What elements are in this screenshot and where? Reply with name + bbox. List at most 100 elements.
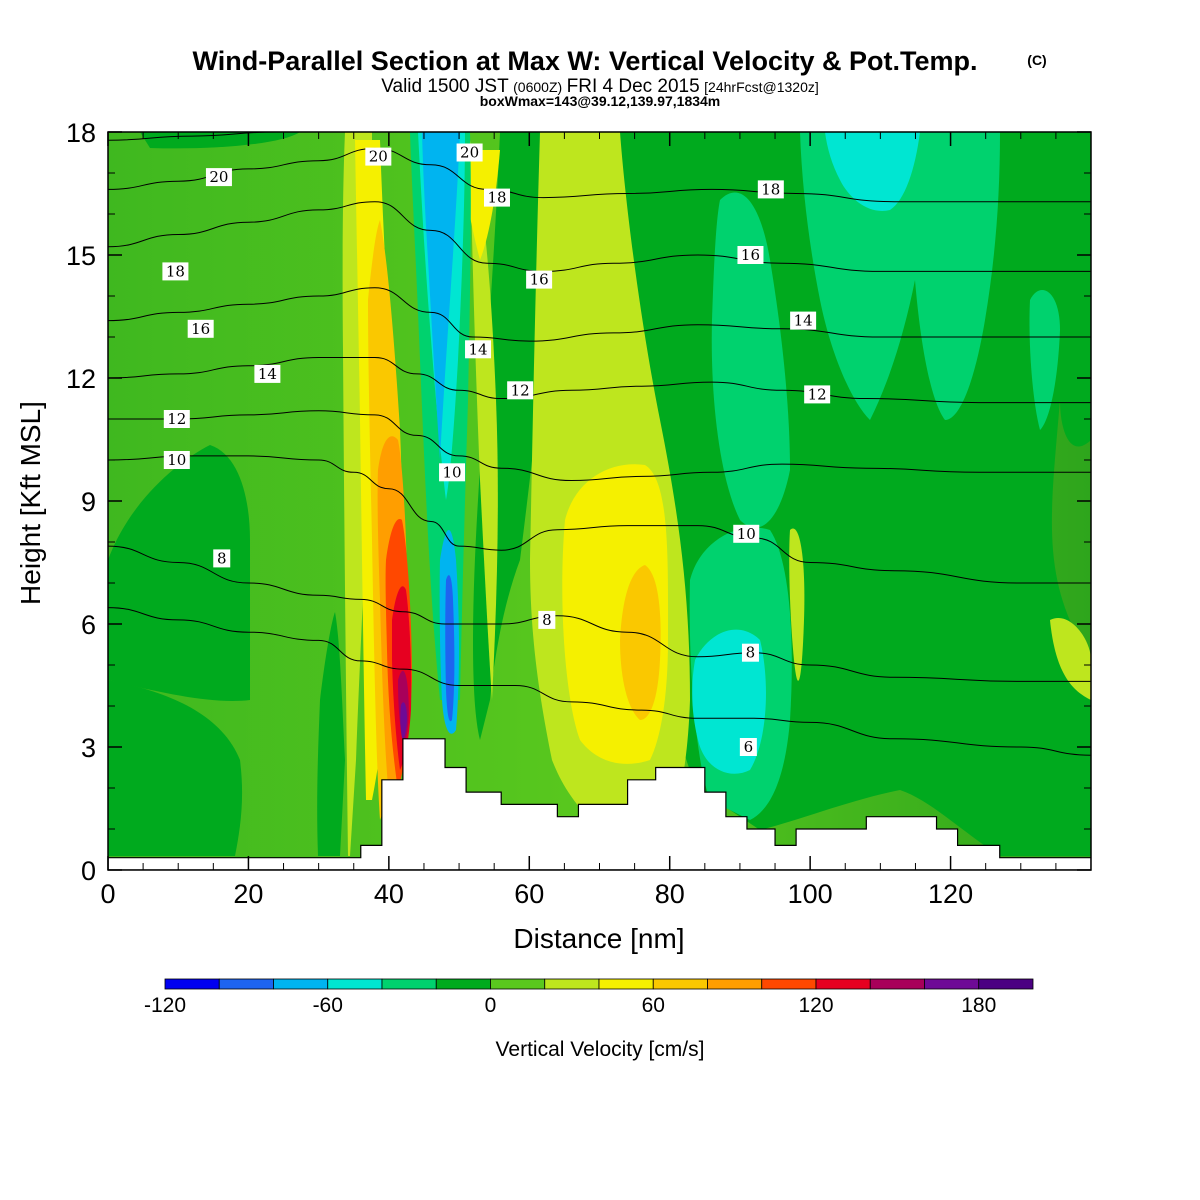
theta-contour-label: 18	[162, 262, 189, 281]
colorbar-label: Vertical Velocity [cm/s]	[496, 1038, 705, 1061]
y-tick-label: 18	[66, 118, 96, 148]
x-tick-label: 20	[233, 879, 263, 909]
box-wmax-line: boxWmax=143@39.12,139.97,1834m	[480, 93, 721, 109]
colorbar-swatch	[381, 978, 437, 990]
theta-label-box	[439, 463, 466, 482]
x-tick-label: 100	[788, 879, 833, 909]
theta-contour-label: 8	[213, 549, 231, 568]
theta-label-text: 6	[744, 738, 754, 756]
vv-region-neg40-60-a	[692, 629, 766, 774]
theta-label-box	[465, 340, 492, 359]
colorbar-swatch	[869, 978, 925, 990]
theta-contour-line	[108, 410, 1091, 482]
theta-contour-line	[108, 132, 347, 141]
vv-region-0-20-left	[108, 445, 250, 701]
valid-time-line: Valid 1500 JST (0600Z) FRI 4 Dec 2015 [2…	[381, 76, 819, 97]
theta-label-text: 16	[530, 271, 549, 289]
theta-label-box	[739, 738, 757, 756]
theta-contour-label: 10	[439, 463, 466, 482]
vv-region-20-40-c	[470, 140, 498, 700]
theta-label-box	[757, 180, 784, 199]
x-tick-label: 120	[928, 879, 973, 909]
theta-contour-label: 6	[739, 738, 757, 756]
vv-region-60-80	[620, 565, 661, 720]
terrain-mask	[108, 738, 1091, 870]
theta-label-text: 20	[209, 168, 228, 186]
vv-region-20-40-d	[789, 528, 805, 681]
colorbar-swatch	[218, 978, 274, 990]
theta-label-text: 18	[166, 262, 185, 280]
copyright-mark: (C)	[1027, 52, 1046, 68]
title-block: Wind-Parallel Section at Max W: Vertical…	[193, 46, 1047, 109]
y-axis: 0 3 6 9 12 15 18	[66, 118, 1091, 886]
theta-label-text: 18	[487, 189, 506, 207]
vv-region-neg40-60-b	[825, 132, 920, 211]
theta-contour-label: 8	[538, 610, 556, 629]
colorbar-tick-label: -120	[144, 994, 186, 1017]
colorbar: -120 -60 0 60 120 180	[144, 978, 1034, 1017]
theta-label-text: 10	[167, 451, 186, 469]
colorbar-tick-label: 180	[961, 994, 996, 1017]
y-tick-label: 12	[66, 364, 96, 394]
theta-contour-label: 14	[465, 340, 492, 359]
theta-label-box	[213, 549, 231, 568]
velocity-field	[108, 132, 1091, 856]
colorbar-swatch	[273, 978, 329, 990]
theta-label-box	[365, 147, 392, 166]
theta-contour-line	[108, 287, 1091, 342]
vv-region-neg20-40-a	[711, 192, 790, 528]
theta-label-box	[483, 188, 510, 207]
colorbar-swatch	[652, 978, 708, 990]
theta-label-box	[507, 381, 534, 400]
theta-contour-label: 16	[526, 270, 553, 289]
x-tick-label: 80	[655, 879, 685, 909]
theta-contour-label: 18	[483, 188, 510, 207]
colorbar-swatch	[435, 978, 491, 990]
x-axis: 0 20 40 60 80 100 120	[100, 132, 1057, 909]
theta-contour-label: 10	[163, 451, 190, 469]
theta-label-text: 14	[258, 365, 277, 383]
theta-contour-labels: 20 20 20 18 18 18 16 16 16 14 14 14 12 12 12 10 10 10 8 8 8 6	[162, 143, 831, 756]
y-tick-label: 0	[81, 856, 96, 886]
theta-label-text: 20	[369, 148, 388, 166]
colorbar-swatch	[761, 978, 817, 990]
theta-contour-label: 8	[741, 643, 759, 662]
y-tick-label: 6	[81, 610, 96, 640]
theta-label-box	[163, 410, 190, 428]
theta-label-text: 8	[217, 549, 227, 567]
plot-area: 20 20 20 18 18 18 16 16 16 14 14 14 12 12 12 10 10 10 8 8 8 6	[108, 132, 1091, 870]
x-tick-label: 60	[514, 879, 544, 909]
theta-contour-label: 14	[790, 311, 817, 330]
colorbar-swatch	[598, 978, 654, 990]
colorbar-tick-label: -60	[313, 994, 343, 1017]
theta-label-box	[254, 364, 281, 383]
vv-region-0-20-lowleft	[108, 680, 243, 856]
theta-label-text: 8	[542, 611, 552, 629]
colorbar-swatch	[544, 978, 600, 990]
theta-label-box	[162, 262, 189, 281]
theta-label-box	[790, 311, 817, 330]
theta-contour-label: 16	[737, 246, 764, 264]
theta-contour-label: 10	[733, 524, 760, 543]
theta-label-text: 18	[761, 180, 780, 198]
theta-label-box	[187, 319, 214, 338]
theta-label-text: 12	[808, 385, 827, 403]
colorbar-swatch	[707, 978, 763, 990]
theta-contour-label: 20	[205, 168, 232, 187]
theta-contour-label: 16	[187, 319, 214, 338]
theta-contour-line	[108, 455, 1091, 584]
theta-label-box	[163, 451, 190, 469]
theta-label-text: 12	[511, 381, 530, 399]
x-tick-label: 0	[100, 879, 115, 909]
vv-region-160-180	[400, 702, 407, 739]
colorbar-swatch	[164, 978, 220, 990]
vv-region-neg20-40-b	[800, 132, 1000, 420]
vv-region-20-40-e	[1050, 618, 1091, 700]
theta-contour-label: 12	[163, 410, 190, 428]
theta-label-text: 16	[741, 246, 760, 264]
x-axis-label: Distance [nm]	[513, 923, 684, 954]
theta-label-box	[741, 643, 759, 662]
colorbar-tick-label: 0	[485, 994, 497, 1017]
y-tick-label: 15	[66, 241, 96, 271]
